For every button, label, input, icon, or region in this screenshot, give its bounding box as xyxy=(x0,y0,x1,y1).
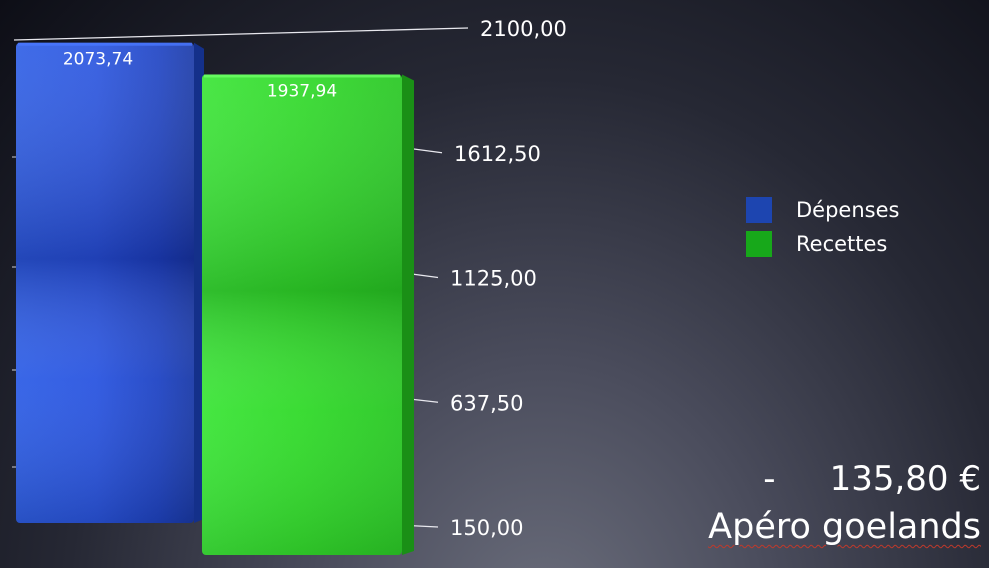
bar-side-face xyxy=(194,42,204,523)
legend-swatch-depenses xyxy=(746,197,772,223)
bar-depenses xyxy=(16,42,204,523)
legend: Dépenses Recettes xyxy=(746,193,899,261)
legend-item-recettes: Recettes xyxy=(746,227,899,261)
bar-side-face xyxy=(402,74,414,556)
legend-label-recettes: Recettes xyxy=(796,232,888,256)
legend-item-depenses: Dépenses xyxy=(746,193,899,227)
y-tick-label: 2100,00 xyxy=(480,17,567,41)
annotation: - 135,80 € Apéro goelands xyxy=(708,462,981,545)
balance-amount: - 135,80 € xyxy=(763,459,981,499)
y-tick-line xyxy=(411,148,443,154)
legend-label-depenses: Dépenses xyxy=(796,198,900,222)
y-tick-line xyxy=(13,27,469,41)
bar-top-highlight xyxy=(204,74,400,78)
bar-value-label: 1937,94 xyxy=(267,81,337,101)
y-tick-label: 150,00 xyxy=(450,516,523,540)
y-tick-label: 637,50 xyxy=(450,391,523,415)
bar-shading xyxy=(202,74,402,556)
bar-top-highlight xyxy=(18,42,192,46)
bar-shading xyxy=(16,42,194,523)
y-tick-label: 1125,00 xyxy=(450,267,537,291)
bar-recettes xyxy=(202,74,414,556)
bar-value-label: 2073,74 xyxy=(63,50,133,70)
y-tick-label: 1612,50 xyxy=(454,142,541,166)
legend-swatch-recettes xyxy=(746,231,772,257)
event-title: Apéro goelands xyxy=(708,507,981,547)
